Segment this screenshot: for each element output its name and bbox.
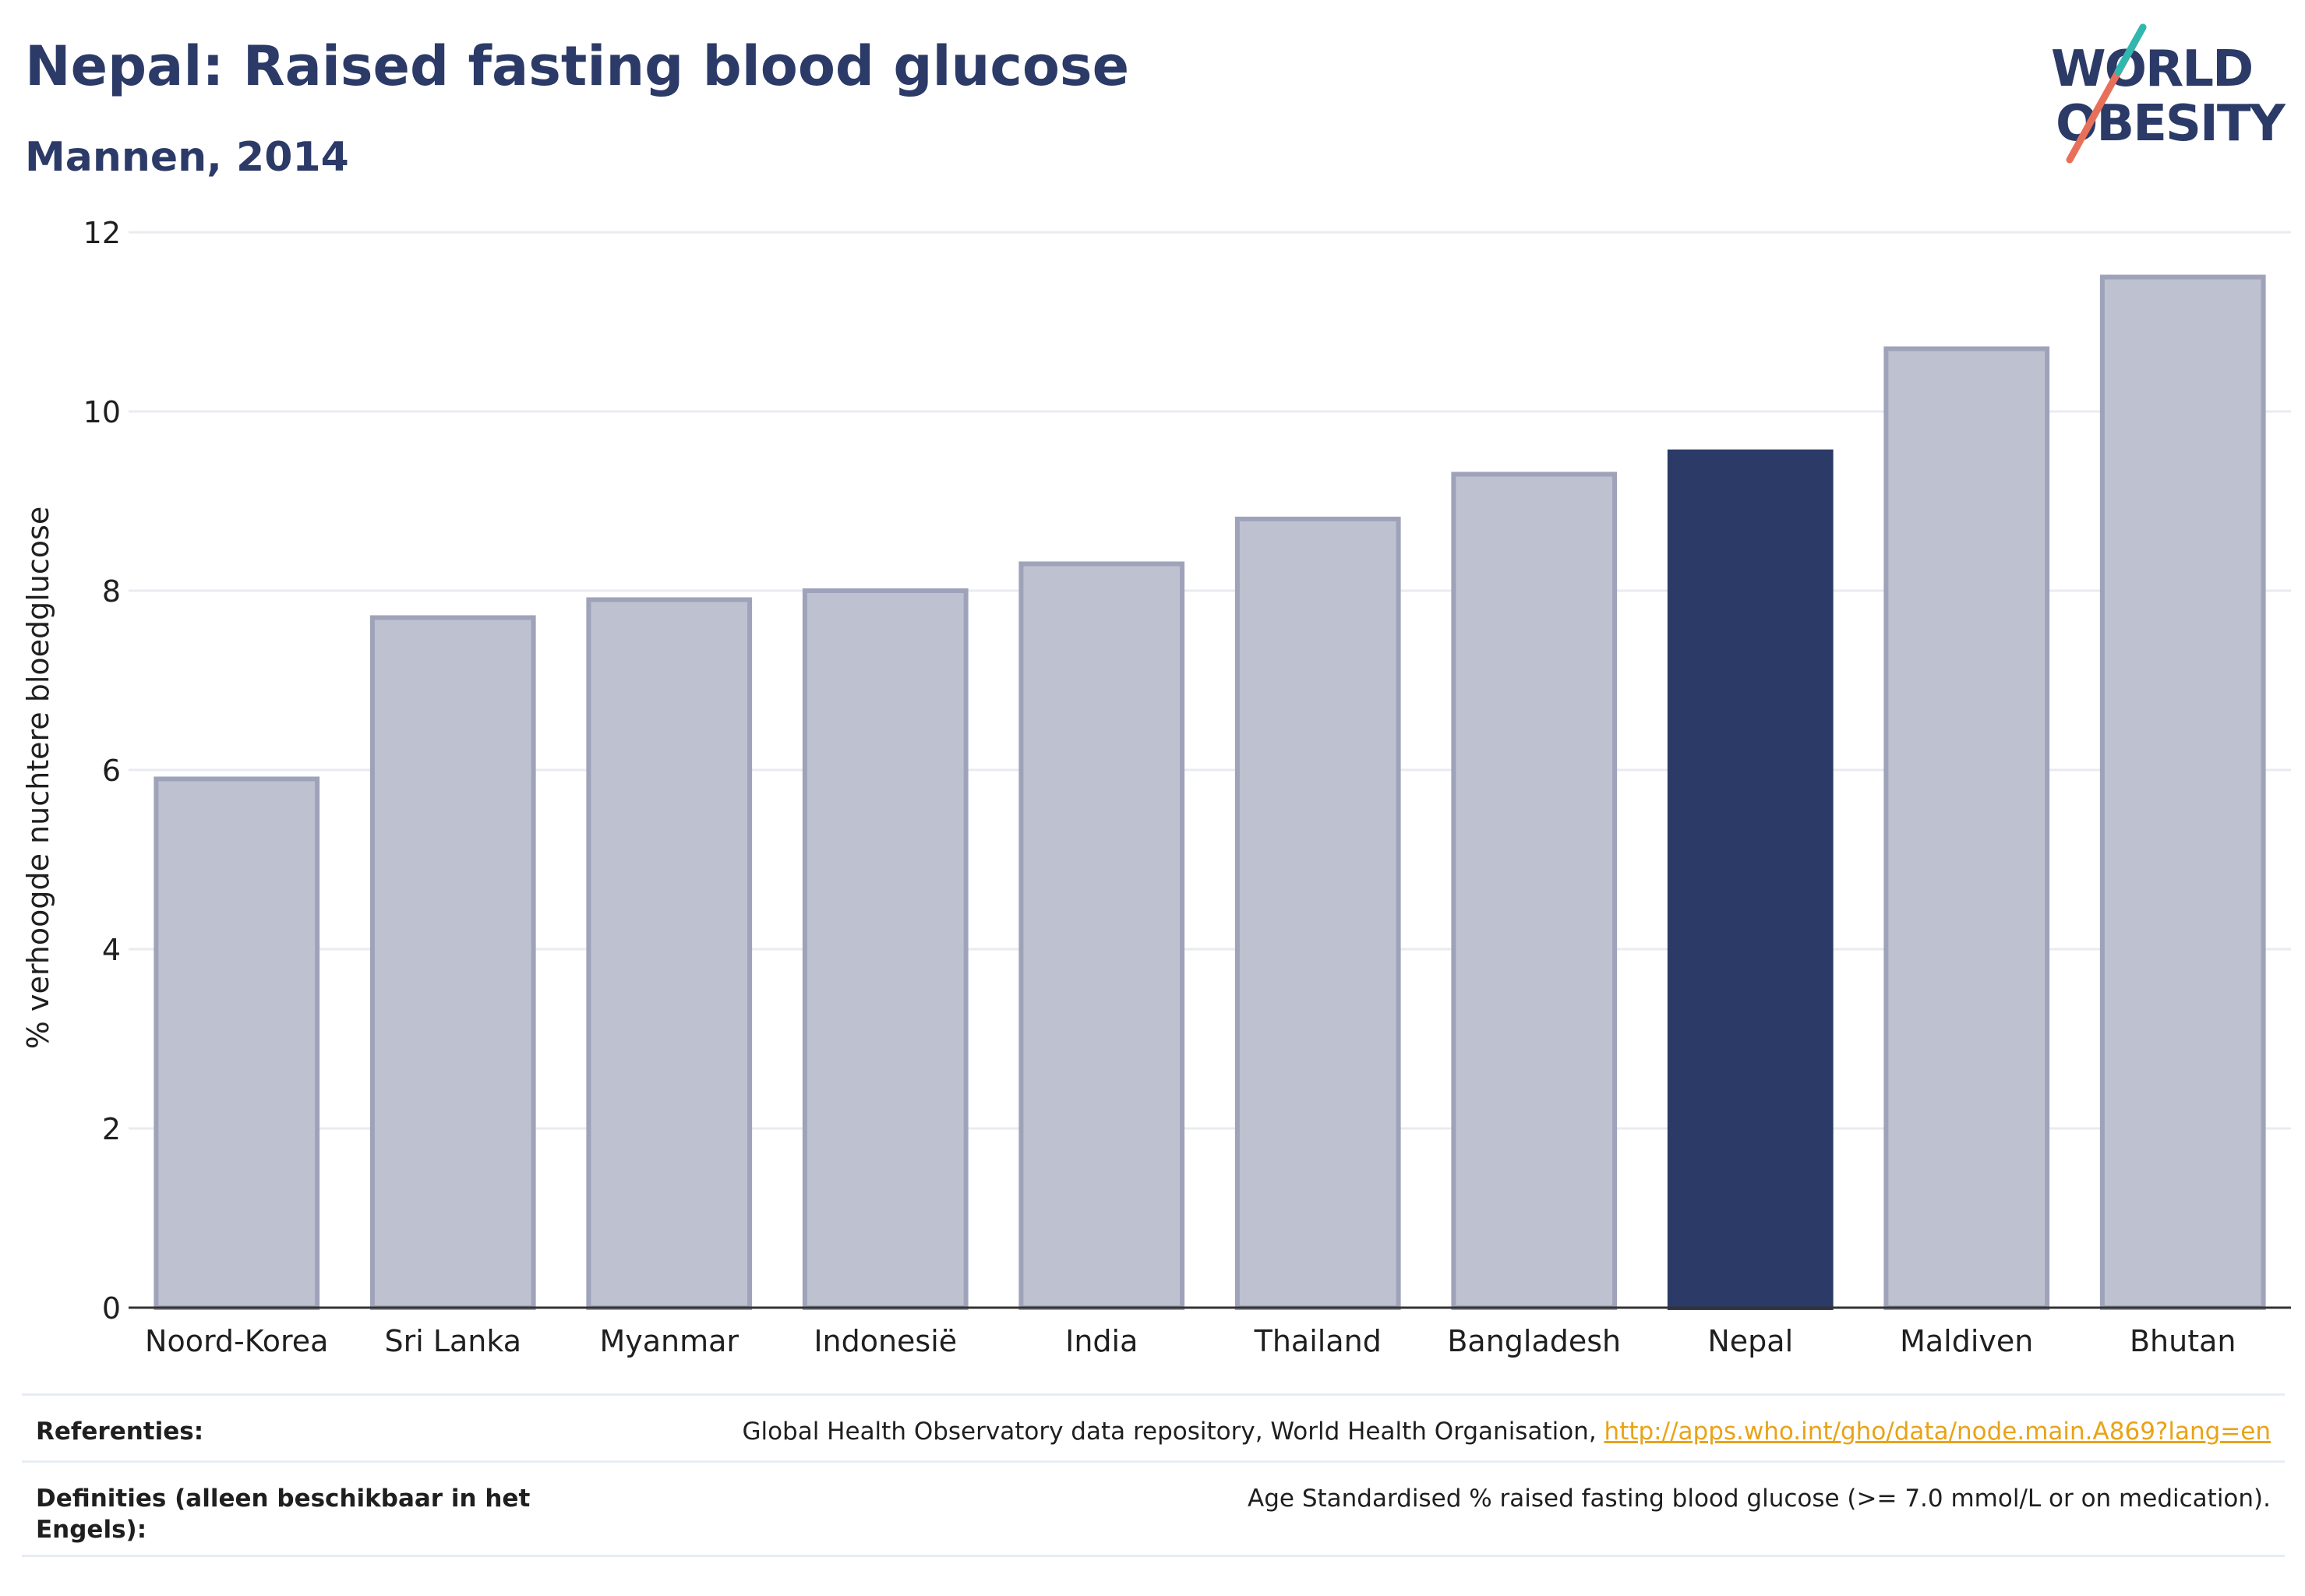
y-tick-label: 8 — [102, 574, 121, 609]
x-tick-label: Indonesië — [814, 1324, 957, 1358]
bar-indonesi- — [802, 588, 969, 1310]
page-subtitle: Mannen, 2014 — [25, 134, 349, 181]
y-tick-label: 0 — [102, 1291, 121, 1326]
bar-maldiven — [1883, 346, 2050, 1310]
x-tick-label: Noord-Korea — [145, 1324, 328, 1358]
bar-noord-korea — [154, 776, 320, 1310]
definitions-value: Age Standardised % raised fasting blood … — [1248, 1485, 2271, 1513]
x-tick-label: Myanmar — [599, 1324, 739, 1358]
bar-myanmar — [586, 597, 753, 1310]
bar-nepal — [1667, 449, 1834, 1310]
bar-sri-lanka — [369, 615, 536, 1310]
page-title: Nepal: Raised fasting blood glucose — [25, 34, 1130, 98]
bar-india — [1018, 561, 1185, 1310]
y-tick-label: 12 — [83, 216, 121, 250]
references-link[interactable]: http://apps.who.int/gho/data/node.main.A… — [1604, 1418, 2271, 1446]
x-tick-label: Bangladesh — [1447, 1324, 1621, 1358]
svg-text:WORLD: WORLD — [2051, 41, 2252, 98]
definitions-row: Definities (alleen beschikbaar in het En… — [22, 1460, 2285, 1557]
references-row: Referenties: Global Health Observatory d… — [22, 1393, 2285, 1460]
y-tick-label: 10 — [83, 395, 121, 429]
x-tick-label: Sri Lanka — [384, 1324, 521, 1358]
svg-text:OBESITY: OBESITY — [2056, 95, 2286, 153]
x-tick-label: India — [1065, 1324, 1138, 1358]
definitions-label: Definities (alleen beschikbaar in het En… — [36, 1485, 531, 1544]
x-tick-label: Thailand — [1254, 1324, 1382, 1358]
y-tick-label: 4 — [102, 933, 121, 967]
world-obesity-logo: WORLD OBESITY — [2051, 23, 2287, 164]
references-label: Referenties: — [36, 1418, 204, 1446]
y-tick-label: 2 — [102, 1112, 121, 1146]
bar-bhutan — [2099, 274, 2266, 1310]
y-tick-label: 6 — [102, 754, 121, 788]
x-tick-label: Maldiven — [1900, 1324, 2033, 1358]
x-tick-labels: Noord-Korea Sri Lanka Myanmar Indonesië Indi… — [145, 1324, 2236, 1358]
bar-chart: 0 2 4 6 8 10 12 Noord-Korea Sri Lanka Myanmar Ind… — [21, 216, 2291, 1358]
references-text: Global Health Observatory data repositor… — [742, 1418, 1604, 1446]
x-tick-label: Nepal — [1707, 1324, 1793, 1358]
y-axis-title: % verhoogde nuchtere bloedglucose — [21, 507, 55, 1049]
references-value: Global Health Observatory data repositor… — [742, 1416, 2271, 1447]
y-tick-labels: 0 2 4 6 8 10 12 — [83, 216, 121, 1326]
bars — [154, 274, 2266, 1310]
bar-thailand — [1234, 517, 1401, 1310]
bar-bangladesh — [1451, 471, 1618, 1310]
x-tick-label: Bhutan — [2130, 1324, 2236, 1358]
references-table: Referenties: Global Health Observatory d… — [22, 1393, 2285, 1557]
